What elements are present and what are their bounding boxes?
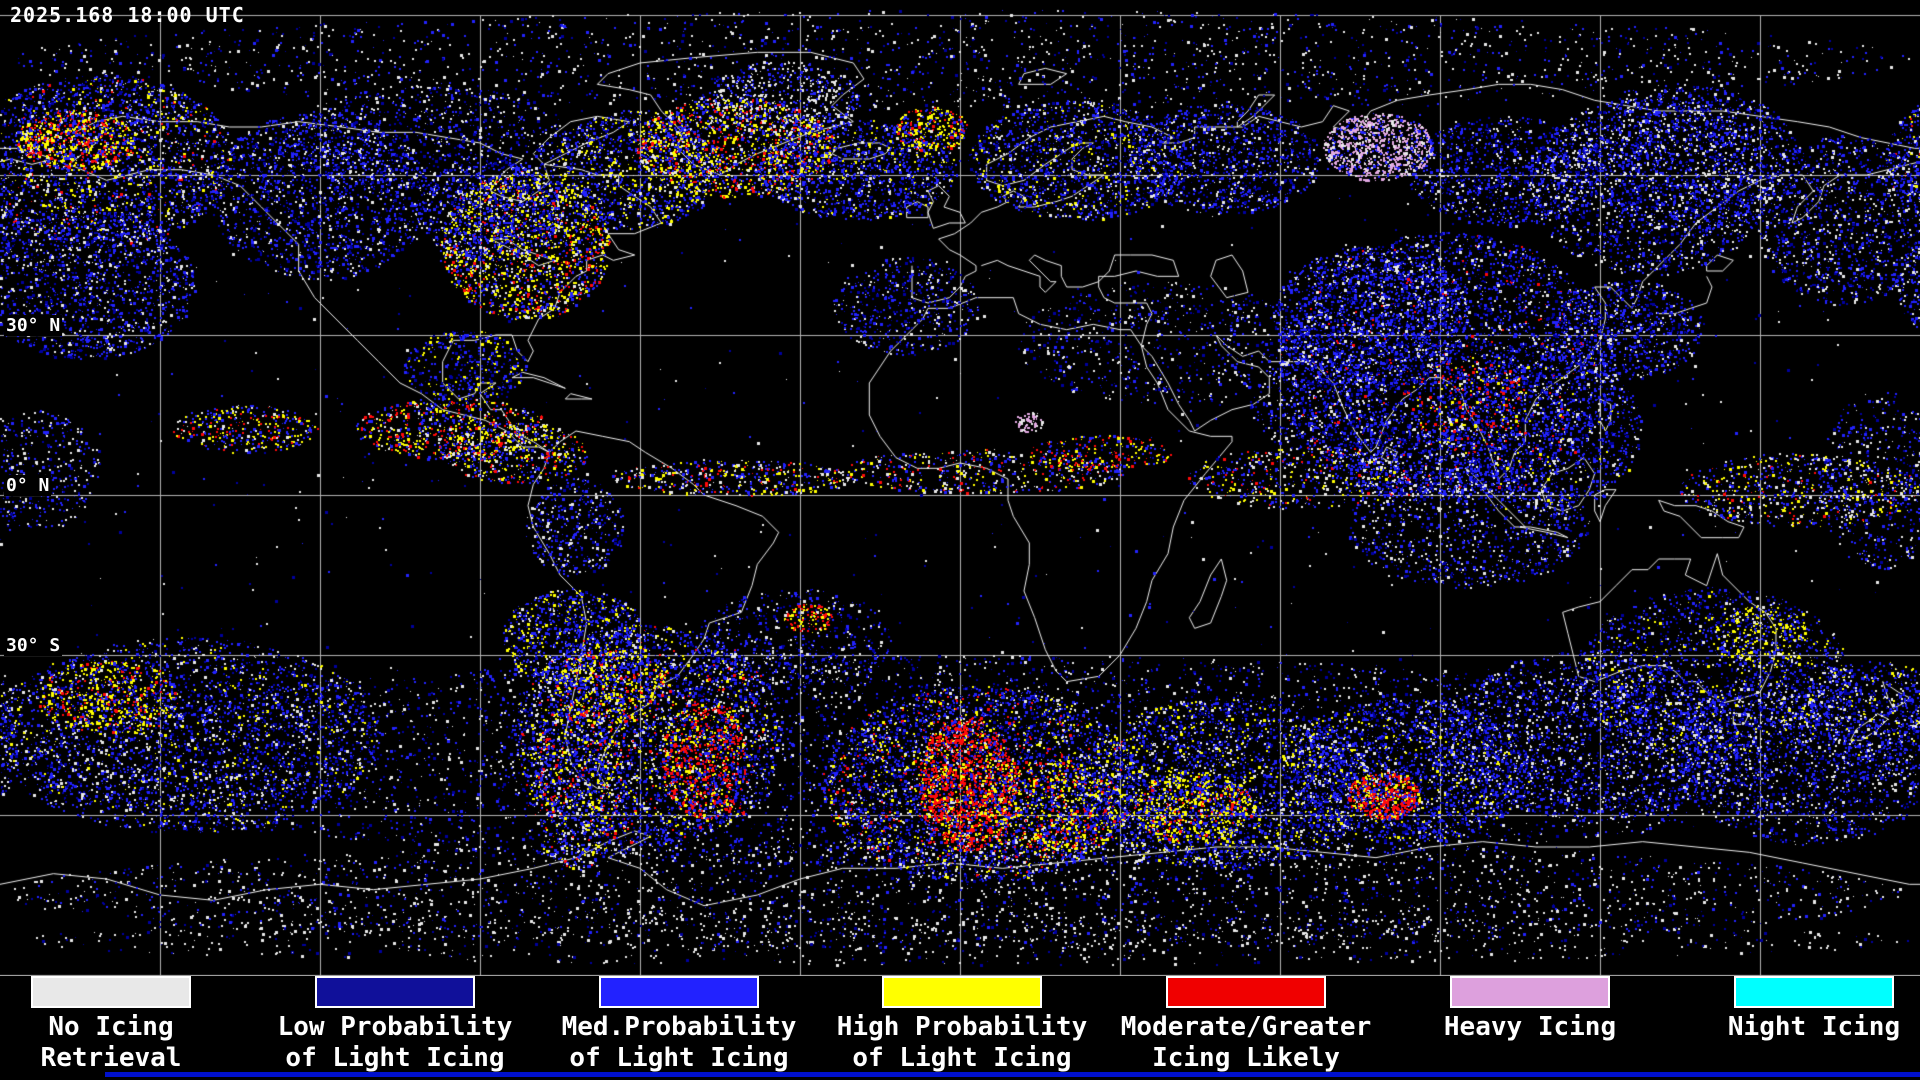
legend-swatch-0 <box>31 976 191 1008</box>
legend-swatch-2 <box>599 976 759 1008</box>
legend-swatch-1 <box>315 976 475 1008</box>
legend-label-line2: of Light Icing <box>569 1043 789 1073</box>
legend-label-5: Heavy Icing <box>1380 1012 1680 1043</box>
lat-label-0N: 0° N <box>4 474 52 496</box>
legend-label-line2: Retrieval <box>40 1043 182 1073</box>
world-icing-map <box>0 0 1920 976</box>
legend-label-line2: of Light Icing <box>852 1043 1072 1073</box>
legend-swatch-4 <box>1166 976 1326 1008</box>
legend-label-line1: Night Icing <box>1727 1012 1901 1042</box>
legend-swatch-3 <box>882 976 1042 1008</box>
legend-label-6: Night Icing <box>1664 1012 1920 1043</box>
legend-label-line1: Moderate/Greater <box>1120 1012 1372 1042</box>
lat-label-30N: 30° N <box>4 314 63 336</box>
legend-swatch-5 <box>1450 976 1610 1008</box>
legend-label-line2: of Light Icing <box>285 1043 505 1073</box>
legend-label-line1: Heavy Icing <box>1443 1012 1617 1042</box>
legend-label-line2: Icing Likely <box>1152 1043 1340 1073</box>
legend-label-line1: High Probability <box>836 1012 1088 1042</box>
bottom-blue-bar <box>105 1072 1920 1077</box>
legend-label-line1: Low Probability <box>277 1012 513 1042</box>
legend-label-4: Moderate/Greater Icing Likely <box>1096 1012 1396 1074</box>
legend-label-line1: No Icing <box>48 1012 174 1042</box>
legend-label-0: No Icing Retrieval <box>0 1012 261 1074</box>
timestamp: 2025.168 18:00 UTC <box>10 3 245 27</box>
legend-label-2: Med.Probability of Light Icing <box>529 1012 829 1074</box>
lat-label-30S: 30° S <box>4 634 63 656</box>
legend-label-3: High Probability of Light Icing <box>812 1012 1112 1074</box>
legend-label-1: Low Probability of Light Icing <box>245 1012 545 1074</box>
legend-label-line1: Med.Probability <box>561 1012 797 1042</box>
legend-swatch-6 <box>1734 976 1894 1008</box>
